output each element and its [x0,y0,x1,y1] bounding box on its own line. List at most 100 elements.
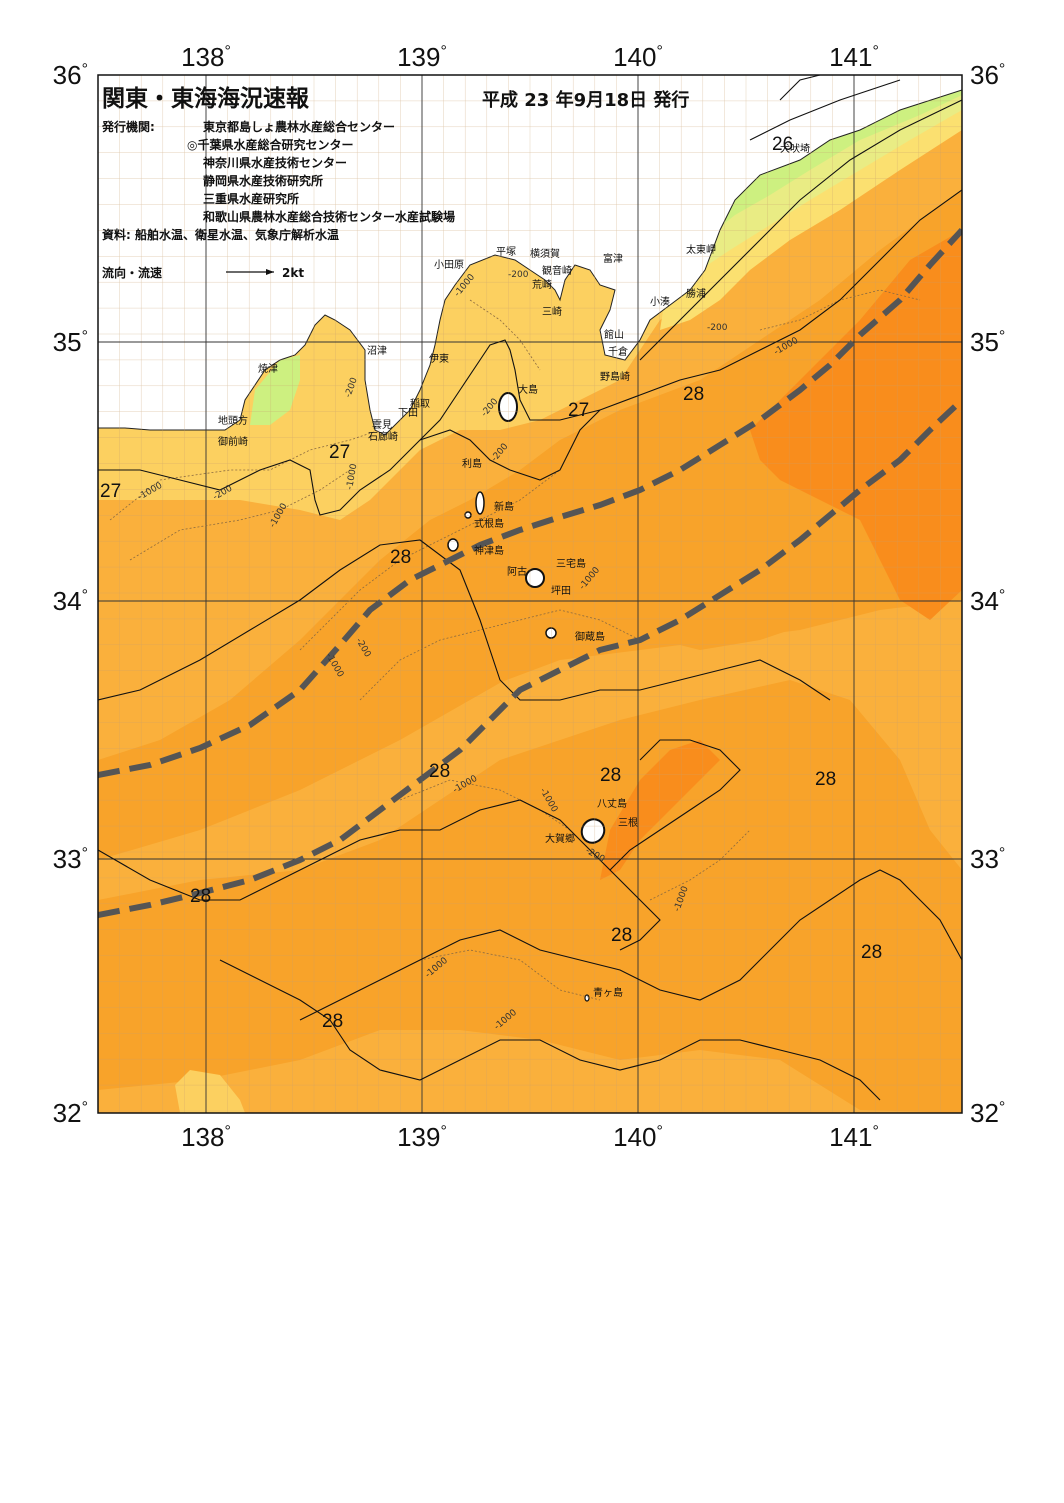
place-label: 野島崎 [600,370,630,383]
isotherm-label: 28 [190,886,211,907]
axis-tick-label: 139° [397,1122,447,1152]
publisher-org-6: 和歌山県農林水産総合技術センター水産試験場 [202,209,455,224]
axis-tick-label: 35° [53,327,88,357]
place-label: 小湊 [650,295,670,308]
isotherm-label: 28 [322,1011,343,1032]
place-label: 勝浦 [686,287,706,300]
place-label: 式根島 [474,517,504,530]
place-label: 雲見 [372,419,392,431]
axis-tick-label: 141° [829,1122,879,1152]
isotherm-labels: 27 27 27 28 28 28 28 28 28 28 28 28 26 [100,134,882,1032]
place-label: 阿古 [507,565,527,578]
temp-zone-suruga-cool [250,355,300,425]
axis-tick-label: 139° [397,42,447,72]
island-miyakejima [525,568,545,588]
legend-flow-label: 流向・流速 [102,265,162,280]
place-label: 観音崎 [542,264,572,277]
place-label: 伊東 [429,352,449,365]
axis-tick-label: 33° [53,844,88,874]
place-label: 下田 [398,408,418,419]
axis-left-lat: 36° 35° 34° 33° 32° [53,60,88,1128]
place-label: 小田原 [434,259,464,271]
place-label: 太東岬 [686,243,716,256]
place-label: 坪田 [551,584,571,597]
island-aogashima [584,994,590,1002]
legend-flow-arrow [226,269,274,275]
island-oshima [498,392,518,422]
depth-contours [109,289,921,1001]
axis-tick-label: 138° [181,42,231,72]
depth-label: -1000 [345,463,359,491]
publisher-org-4: 静岡県水産技術研究所 [203,173,323,188]
map-title: 関東・東海海況速報 [102,85,310,112]
place-label: 千倉 [608,345,628,358]
isotherm-label: 28 [390,547,411,568]
isotherm-label: 28 [815,769,836,790]
place-label: 館山 [604,328,624,341]
isotherm-label: 27 [100,481,121,502]
axis-tick-label: 36° [53,60,88,90]
island-mikurajima [545,627,557,639]
axis-right-lat: 36° 35° 34° 33° 32° [970,60,1005,1128]
publisher-org-5: 三重県水産研究所 [203,191,299,206]
axis-tick-label: 140° [613,42,663,72]
place-label: 御前崎 [218,435,248,448]
island-kozushima [447,538,459,552]
isotherm-label: 27 [568,400,589,421]
axis-bottom-lon: 138° 139° 140° 141° [181,1122,879,1152]
place-label: 焼津 [258,363,278,375]
place-names: 小田原 平塚 横須賀 観音崎 荒崎 三崎 富津 太東岬 勝浦 小湊 館山 千倉 … [218,142,810,999]
kuroshio-axis [98,227,962,918]
axis-tick-label: 32° [53,1098,88,1128]
depth-label: -200 [707,323,728,333]
axis-tick-label: 35° [970,327,1005,357]
temp-zone-28-band-b [330,260,962,760]
island-hachijojima [580,818,606,844]
temp-zone-28-5-east [750,230,962,620]
place-label: 神津島 [474,544,504,557]
axis-tick-label: 36° [970,60,1005,90]
map-frame [97,74,963,1114]
place-label: 沼津 [367,344,387,357]
axis-top-lon: 138° 139° 140° 141° [181,42,879,72]
place-label: 地頭方 [218,414,248,427]
publisher-label: 発行機関: [101,119,155,134]
place-label: 大島 [518,383,538,396]
legend-flow-speed: 2kt [282,266,304,280]
issue-date: 平成 23 年9月18日 発行 [482,89,689,111]
temp-zone-28-5-hachijo [600,740,720,880]
depth-label: -200 [508,270,529,280]
place-label: 利島 [462,457,482,470]
place-label: 稲取 [410,398,430,410]
axis-tick-label: 32° [970,1098,1005,1128]
place-label: 青ヶ島 [593,986,623,999]
axis-tick-label: 34° [970,586,1005,616]
isotherms [98,75,962,1101]
place-label: 御蔵島 [575,630,605,643]
isotherm-label: 26 [772,134,793,155]
place-label: 横須賀 [530,247,560,260]
place-label: 八丈島 [597,797,627,810]
axis-tick-label: 33° [970,844,1005,874]
publisher-org-1: 東京都島しょ農林水産総合センター [203,119,395,134]
isotherm-label: 27 [329,442,350,463]
place-label: 新島 [494,500,514,513]
data-sources: 資料: 船舶水温、衛星水温、気象庁解析水温 [102,227,339,242]
place-label: 三崎 [542,305,562,318]
isotherm-label: 28 [600,765,621,786]
place-label: 三根 [618,816,638,829]
isotherm-label: 28 [429,761,450,782]
isotherm-label: 28 [611,925,632,946]
publisher-org-2: ◎千葉県水産総合研究センター [187,137,353,152]
isotherm-label: 28 [683,384,704,405]
place-label: 荒崎 [532,278,552,291]
publisher-org-3: 神奈川県水産技術センター [203,155,347,170]
island-niijima [475,491,485,515]
axis-tick-label: 138° [181,1122,231,1152]
axis-tick-label: 34° [53,586,88,616]
place-label: 富津 [603,252,623,265]
grid-major [98,75,962,1113]
place-label: 大賀郷 [545,832,575,845]
isotherm-label: 28 [861,942,882,963]
axis-tick-label: 141° [829,42,879,72]
